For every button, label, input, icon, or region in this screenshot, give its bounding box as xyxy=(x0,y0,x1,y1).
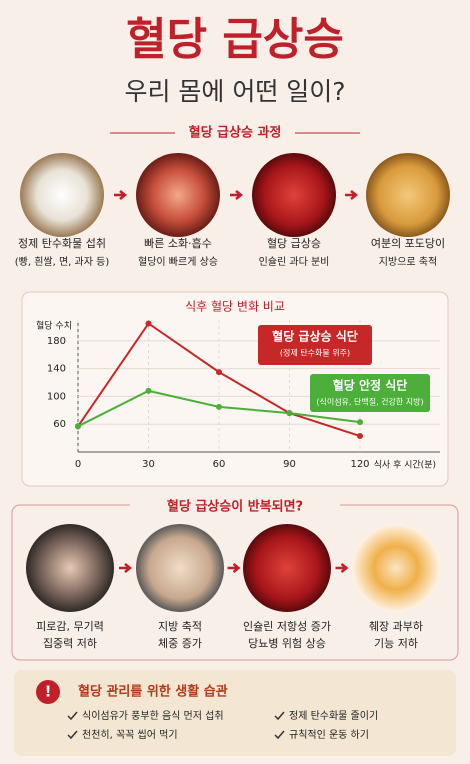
legend-note: (식이섬유, 단백질, 건강한 지방) xyxy=(316,397,423,407)
step-line2: 혈당이 빠르게 상승 xyxy=(138,255,218,268)
habit-item: 규칙적인 운동 하기 xyxy=(289,728,369,741)
point xyxy=(145,320,152,327)
step-line1: 혈당 급상승 xyxy=(267,236,321,250)
point xyxy=(357,419,363,426)
effect-line1: 췌장 과부하 xyxy=(369,619,423,633)
step-line1: 정제 탄수화물 섭취 xyxy=(18,237,106,250)
legend-name: 혈당 급상승 식단 xyxy=(272,329,358,344)
effect-line2: 체중 증가 xyxy=(158,637,202,650)
x-tick-label: 0 xyxy=(75,459,81,470)
step-line2: (빵, 흰쌀, 면, 과자 등) xyxy=(15,256,110,268)
habit-item: 천천히, 꼭꼭 씹어 먹기 xyxy=(82,729,178,741)
x-tick-label: 120 xyxy=(350,459,369,470)
step-image xyxy=(20,153,104,237)
step-line2: 인슐린 과다 분비 xyxy=(259,256,330,268)
effect-image xyxy=(136,524,224,612)
step-image xyxy=(136,153,220,237)
effect-image xyxy=(26,524,114,612)
point xyxy=(145,387,152,394)
chart-title: 식후 혈당 변화 비교 xyxy=(185,300,285,314)
effect-image xyxy=(243,524,331,612)
point xyxy=(216,369,222,376)
y-axis-label: 혈당 수치 xyxy=(36,320,72,332)
point xyxy=(286,410,293,417)
title: 혈당 급상승 xyxy=(126,14,344,65)
point xyxy=(216,403,222,410)
alert-mark: ! xyxy=(45,683,52,701)
effect-image xyxy=(352,524,440,612)
effect-line2: 집중력 저하 xyxy=(43,636,97,650)
effect-line2: 당뇨병 위험 상승 xyxy=(248,637,326,650)
step-line1: 빠른 소화·흡수 xyxy=(144,236,212,250)
legend-name: 혈당 안정 식단 xyxy=(333,378,408,393)
step-line1: 여분의 포도당이 xyxy=(371,237,445,250)
arrow xyxy=(114,190,128,200)
point xyxy=(75,423,81,430)
arrow xyxy=(230,190,244,200)
y-tick-label: 100 xyxy=(47,391,66,402)
y-tick-label: 180 xyxy=(47,336,66,347)
effect-line2: 기능 저하 xyxy=(374,636,418,650)
arrow xyxy=(345,190,359,200)
effect-line1: 인슐린 저항성 증가 xyxy=(243,620,331,633)
legend-box xyxy=(258,325,372,365)
step-line2: 지방으로 축적 xyxy=(379,256,437,268)
check xyxy=(274,730,285,740)
arrow xyxy=(227,563,241,573)
habit-item: 정제 탄수화물 줄이기 xyxy=(289,710,378,722)
step-image xyxy=(366,153,450,237)
section-title: 혈당 급상승 과정 xyxy=(189,125,282,141)
check xyxy=(274,711,285,721)
effect-line1: 피로감, 무기력 xyxy=(36,620,104,633)
legend-box xyxy=(310,374,430,412)
effect-line1: 지방 축적 xyxy=(158,620,202,633)
check xyxy=(67,711,78,721)
point xyxy=(357,433,363,440)
y-tick-label: 60 xyxy=(53,419,66,430)
habits-box xyxy=(14,670,456,756)
x-tick-label: 30 xyxy=(142,459,155,470)
x-tick-label: 90 xyxy=(283,459,296,470)
x-axis-label: 식사 후 시간(분) xyxy=(374,460,436,471)
x-tick-label: 60 xyxy=(213,459,226,470)
subtitle: 우리 몸에 어떤 일이? xyxy=(124,77,345,106)
habits-title: 혈당 관리를 위한 생활 습관 xyxy=(78,684,228,700)
arrow xyxy=(335,563,349,573)
habit-item: 식이섬유가 풍부한 음식 먼저 섭취 xyxy=(82,710,224,722)
title-bg xyxy=(130,497,340,515)
section-title: 혈당 급상승이 반복되면? xyxy=(167,499,303,515)
arrow xyxy=(119,563,133,573)
y-tick-label: 140 xyxy=(47,364,66,375)
check xyxy=(67,730,78,740)
alert-icon xyxy=(36,680,60,704)
step-image xyxy=(252,153,336,237)
legend-note: (정제 탄수화물 위주) xyxy=(280,348,350,358)
